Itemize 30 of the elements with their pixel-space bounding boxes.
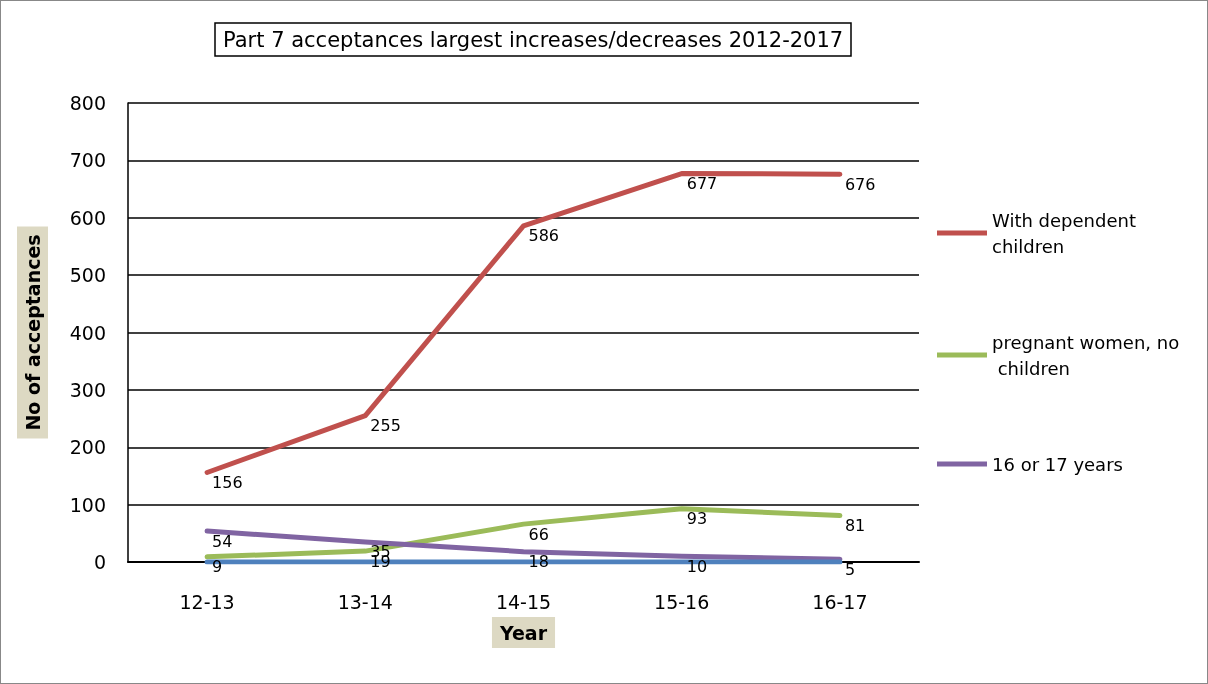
data-label: 255 bbox=[370, 416, 401, 436]
y-axis-title: No of acceptances bbox=[21, 234, 44, 431]
data-label: 93 bbox=[686, 509, 708, 529]
y-tick-label: 200 bbox=[69, 436, 106, 459]
x-tick-label: 16-17 bbox=[812, 590, 868, 613]
legend-label: pregnant women, no children bbox=[992, 331, 1180, 379]
data-label: 81 bbox=[844, 516, 866, 536]
x-tick-label: 15-16 bbox=[654, 590, 710, 613]
data-label: 66 bbox=[528, 524, 549, 544]
legend-label: 16 or 17 years bbox=[992, 453, 1123, 475]
data-label: 156 bbox=[212, 472, 243, 492]
y-tick-label: 0 bbox=[93, 551, 106, 573]
x-tick-label: 12-13 bbox=[179, 590, 235, 613]
y-tick-label: 100 bbox=[69, 493, 106, 516]
y-tick-label: 600 bbox=[69, 206, 106, 229]
y-tick-label: 500 bbox=[69, 264, 106, 287]
x-axis-title: Year bbox=[498, 621, 548, 644]
y-tick-label: 800 bbox=[69, 92, 106, 114]
chart-title: Part 7 acceptances largest increases/decreases 2012-2017 bbox=[223, 27, 844, 52]
data-label: 676 bbox=[844, 174, 876, 194]
data-label: 677 bbox=[686, 174, 718, 194]
legend-label: With dependent children bbox=[992, 209, 1142, 257]
y-tick-label: 400 bbox=[69, 321, 106, 344]
x-tick-label: 13-14 bbox=[337, 590, 393, 613]
data-label: 54 bbox=[212, 531, 233, 551]
data-label: 586 bbox=[528, 226, 560, 246]
y-tick-label: 700 bbox=[69, 149, 106, 172]
data-label: 5 bbox=[844, 559, 856, 579]
y-tick-label: 300 bbox=[69, 378, 106, 401]
x-tick-label: 14-15 bbox=[495, 590, 552, 613]
